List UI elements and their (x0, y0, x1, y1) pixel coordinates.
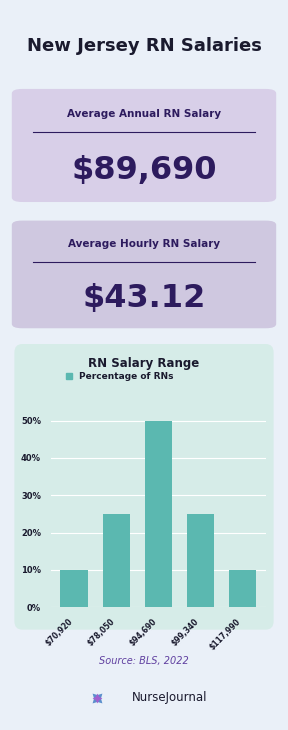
Text: RN Salary Range: RN Salary Range (88, 357, 200, 369)
FancyBboxPatch shape (14, 344, 274, 630)
Text: Average Hourly RN Salary: Average Hourly RN Salary (68, 239, 220, 249)
Text: $43.12: $43.12 (82, 283, 206, 314)
Text: Average Annual RN Salary: Average Annual RN Salary (67, 109, 221, 119)
Text: New Jersey RN Salaries: New Jersey RN Salaries (26, 37, 262, 55)
Text: NurseJournal: NurseJournal (132, 691, 208, 704)
FancyBboxPatch shape (12, 89, 276, 202)
Text: Source: BLS, 2022: Source: BLS, 2022 (99, 656, 189, 666)
Text: Percentage of RNs: Percentage of RNs (79, 372, 174, 381)
FancyBboxPatch shape (12, 220, 276, 328)
Text: $89,690: $89,690 (71, 155, 217, 186)
